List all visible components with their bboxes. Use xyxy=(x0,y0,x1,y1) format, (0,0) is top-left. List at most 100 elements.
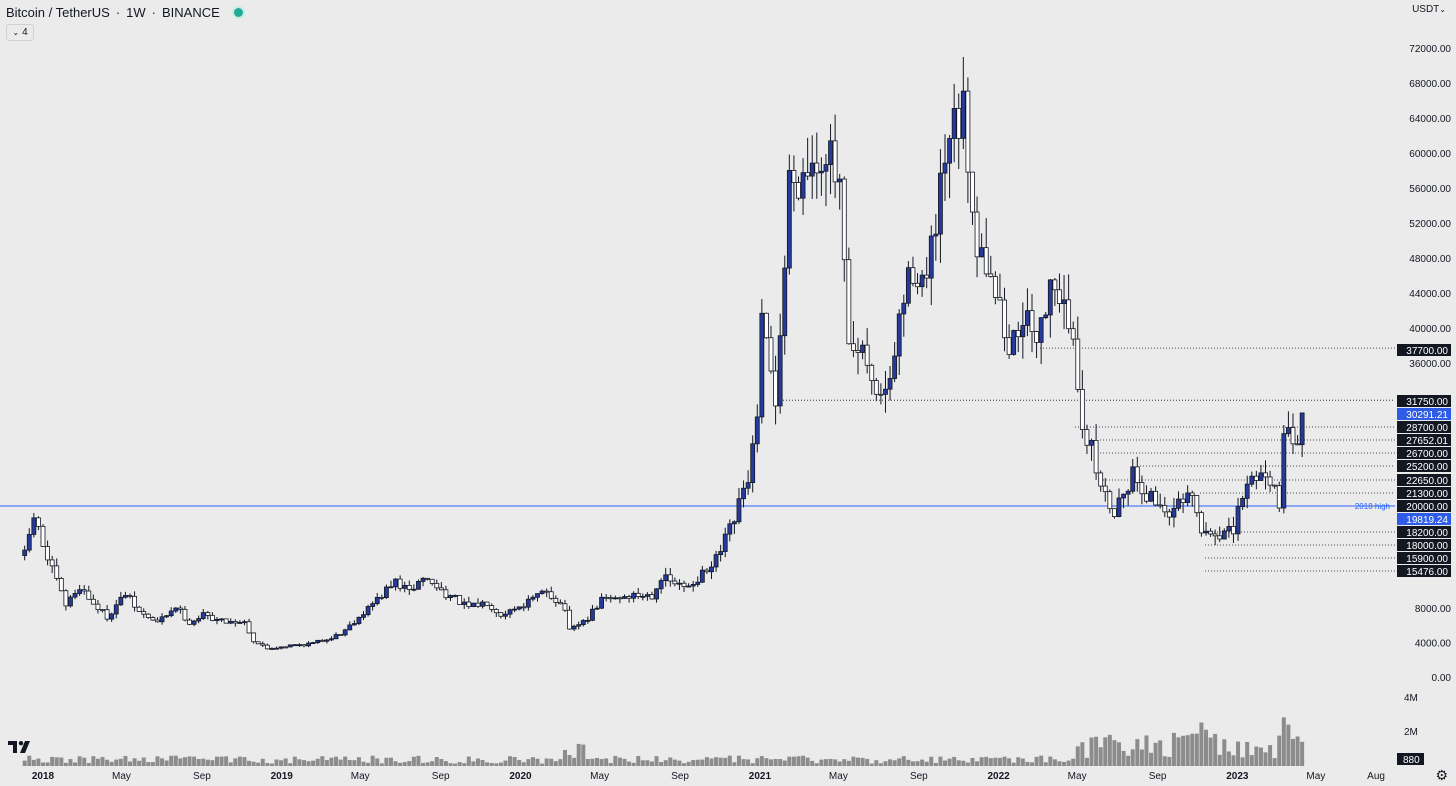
volume-bar xyxy=(636,756,641,766)
candle xyxy=(1144,485,1149,504)
candle xyxy=(750,435,756,493)
volume-bar xyxy=(764,758,769,766)
candle xyxy=(333,632,339,640)
candle xyxy=(1125,489,1131,506)
volume-bar xyxy=(311,760,316,766)
candle xyxy=(310,641,316,645)
price-axis[interactable]: 72000.00 68000.00 64000.00 60000.00 56000.00… xyxy=(1409,44,1451,684)
volume-bar xyxy=(503,760,508,766)
tradingview-logo-icon[interactable] xyxy=(8,740,34,754)
candle xyxy=(1107,489,1113,514)
volume-bar xyxy=(384,757,389,766)
volume-bar xyxy=(677,760,682,766)
time-tick-label: Sep xyxy=(193,771,211,782)
candle xyxy=(1194,495,1200,517)
candle xyxy=(1002,287,1007,352)
candle xyxy=(741,480,746,508)
time-tick-label: 2020 xyxy=(509,771,532,782)
volume-bar xyxy=(732,762,737,766)
candle xyxy=(123,591,128,599)
volume-bar xyxy=(22,760,27,766)
volume-bar xyxy=(865,758,870,766)
volume-bar xyxy=(1295,736,1300,766)
candle xyxy=(1162,496,1168,518)
candle xyxy=(150,616,156,621)
svg-text:30291.21: 30291.21 xyxy=(1406,410,1448,421)
volume-bar xyxy=(95,758,100,766)
volume-bar xyxy=(196,758,201,766)
candle xyxy=(264,643,270,650)
candle xyxy=(342,628,348,637)
candle xyxy=(1199,510,1204,537)
volume-bar xyxy=(173,755,178,766)
candle xyxy=(1281,425,1287,514)
candle xyxy=(727,519,733,542)
svg-text:15476.00: 15476.00 xyxy=(1406,567,1448,578)
timeframe[interactable]: 1W xyxy=(126,5,146,20)
candle xyxy=(470,602,476,608)
indicators-toggle[interactable]: ⌄ 4 xyxy=(6,24,34,41)
volume-bar xyxy=(965,762,970,766)
volume-bar xyxy=(228,762,233,766)
time-axis[interactable]: 2018 May Sep 2019 May Sep 2020 May Sep 2021 May Sep… xyxy=(32,771,1385,782)
candle xyxy=(773,355,778,425)
price-level-label: 15476.00 xyxy=(1397,565,1451,578)
symbol-header[interactable]: Bitcoin / TetherUS · 1W · BINANCE xyxy=(6,5,243,20)
volume-bar xyxy=(828,758,833,766)
candles xyxy=(22,56,1305,650)
candle xyxy=(887,365,893,401)
candle xyxy=(54,558,60,581)
candle xyxy=(1015,321,1021,353)
candle xyxy=(594,605,600,610)
candle xyxy=(599,593,605,610)
time-tick-label: May xyxy=(590,771,609,782)
volume-bar xyxy=(421,762,426,766)
price-level-label: 25200.00 xyxy=(1397,460,1451,473)
volume-bar xyxy=(897,758,902,766)
volume-bar xyxy=(613,755,618,766)
candle xyxy=(1052,278,1058,306)
volume-bar xyxy=(114,759,119,766)
candle xyxy=(58,576,64,592)
candle xyxy=(512,606,518,613)
candle xyxy=(113,599,119,619)
candle xyxy=(841,176,847,282)
volume-bar xyxy=(558,759,563,766)
candle xyxy=(507,608,513,618)
volume-bar xyxy=(1057,761,1062,766)
volume-bar xyxy=(1199,722,1204,766)
volume-bar xyxy=(645,760,650,766)
volume-bar xyxy=(1020,758,1025,766)
volume-bar xyxy=(837,761,842,766)
volume-bar xyxy=(640,760,645,766)
volume-bar xyxy=(402,762,407,766)
candle xyxy=(406,580,412,595)
volume-bar xyxy=(961,760,966,766)
candle xyxy=(452,594,458,598)
candle xyxy=(828,124,833,195)
candle xyxy=(919,270,925,297)
candle xyxy=(837,173,843,210)
symbol-title[interactable]: Bitcoin / TetherUS xyxy=(6,5,110,20)
candle xyxy=(1180,493,1186,514)
volume-bar xyxy=(805,757,810,766)
volume-bar xyxy=(938,756,943,766)
svg-text:20000.00: 20000.00 xyxy=(1406,502,1448,513)
gear-icon[interactable]: ⚙ xyxy=(1435,767,1448,783)
candle xyxy=(567,605,572,630)
candle xyxy=(892,342,898,383)
volume-bar xyxy=(1016,757,1021,766)
candle xyxy=(901,294,907,337)
currency-selector[interactable]: USDT⌄ xyxy=(1412,4,1446,15)
time-tick-label: May xyxy=(351,771,370,782)
volume-bar xyxy=(819,759,824,766)
volume-bar xyxy=(604,758,609,766)
svg-text:28700.00: 28700.00 xyxy=(1406,423,1448,434)
candle xyxy=(205,610,211,620)
volume-bar xyxy=(283,758,288,766)
volume-bar xyxy=(700,759,705,766)
volume-bar xyxy=(45,762,50,766)
volume-bar xyxy=(1153,742,1158,766)
candle xyxy=(709,561,714,580)
